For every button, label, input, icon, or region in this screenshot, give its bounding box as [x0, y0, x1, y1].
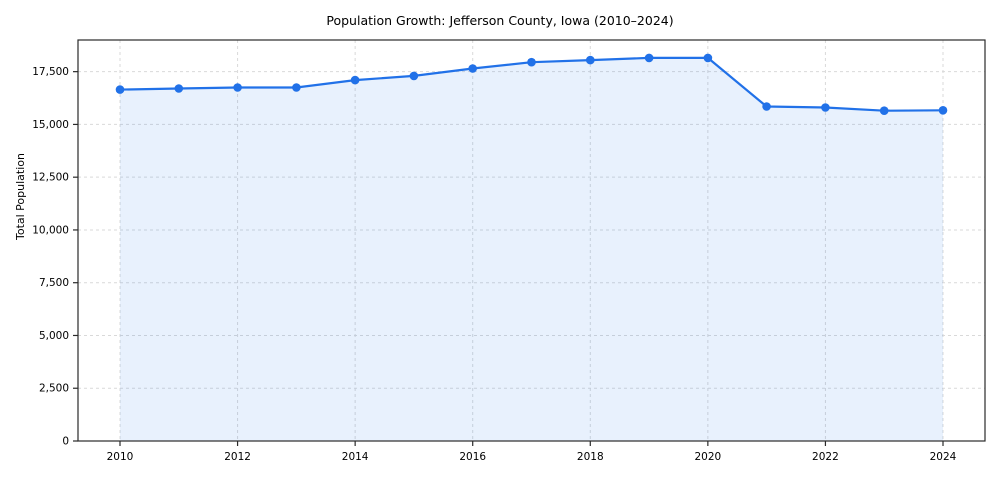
y-axis-label: Total Population: [14, 153, 27, 240]
x-tick-label: 2014: [342, 451, 369, 463]
y-tick-label: 0: [62, 436, 69, 448]
data-point-marker: [821, 103, 830, 112]
x-tick-label: 2010: [107, 451, 134, 463]
data-point-marker: [527, 57, 536, 67]
data-point-marker: [762, 102, 771, 111]
data-point-marker: [468, 64, 478, 73]
y-tick-label: 17,500: [32, 66, 69, 78]
chart-title: Population Growth: Jefferson County, Iow…: [326, 13, 674, 28]
x-tick-label: 2022: [812, 451, 839, 463]
data-point-marker: [586, 55, 595, 65]
y-tick-label: 12,500: [32, 172, 69, 184]
x-tick-label: 2024: [930, 451, 957, 463]
data-point-marker: [115, 85, 125, 94]
plot-frame: [77, 39, 986, 442]
data-point-marker: [938, 106, 948, 115]
data-point-marker: [644, 53, 654, 63]
data-point-marker: [233, 83, 242, 92]
plot-background: [78, 40, 985, 441]
x-tick-label: 2012: [224, 451, 251, 463]
data-point-marker: [292, 83, 301, 92]
area-fill: [120, 57, 943, 442]
data-point-marker: [350, 75, 360, 85]
data-point-marker: [409, 71, 419, 81]
x-tick-label: 2020: [694, 451, 721, 463]
y-tick-label: 10,000: [32, 224, 69, 236]
y-tick-label: 15,000: [32, 119, 69, 131]
data-point-marker: [703, 53, 713, 63]
data-point-marker: [174, 84, 184, 93]
y-tick-label: 5,000: [39, 330, 69, 342]
data-point-marker: [879, 106, 889, 115]
y-tick-label: 2,500: [39, 383, 69, 395]
x-tick-label: 2018: [577, 451, 604, 463]
x-tick-label: 2016: [459, 451, 486, 463]
y-tick-label: 7,500: [39, 277, 69, 289]
